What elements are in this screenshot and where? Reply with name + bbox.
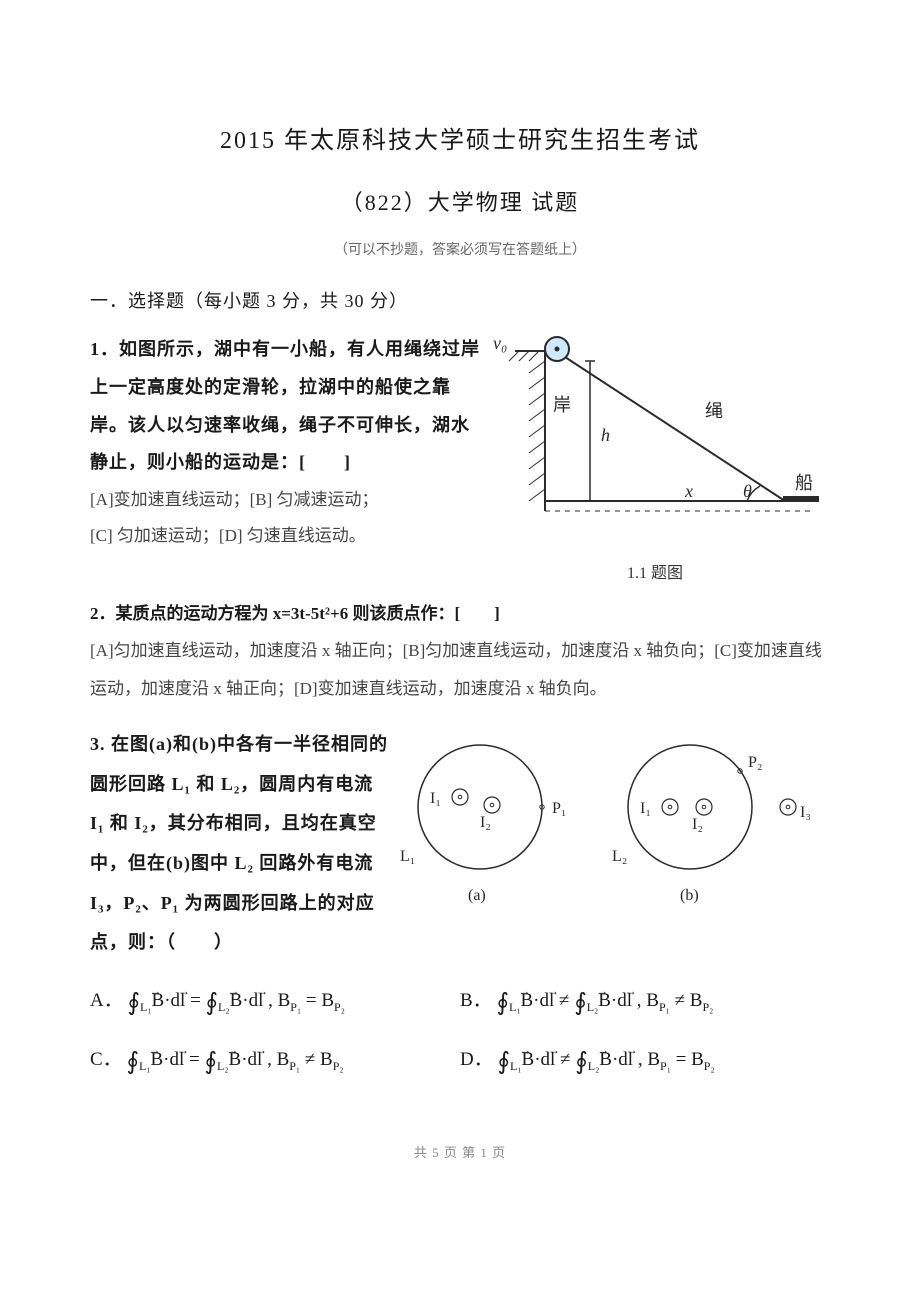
question-1-row: 1．如图所示，湖中有一小船，有人用绳绕过岸上一定高度处的定滑轮，拉湖中的船使之靠… — [90, 331, 830, 583]
an-label: 岸 — [553, 395, 571, 415]
q3-stem: 3. 在图(a)和(b)中各有一半径相同的圆形回路 L₁ 和 L₂，圆周内有电流… — [90, 725, 390, 963]
question-1-figure: v₀ 岸 h 绳 x θ 船 1.1 题图 — [480, 331, 830, 583]
optD-lead: D． — [460, 1049, 493, 1070]
loop-diagram-icon: I₁ I₂ P₁ L₁ (a) I₁ I₂ I₃ P₂ — [390, 725, 830, 915]
b-L2: L₂ — [612, 848, 627, 865]
q3-opt-c: C． ∮L₁B·dl = ∮L₂B·dl , BP₁ ≠ BP₂ — [90, 1034, 460, 1092]
q2-stem: 2．某质点的运动方程为 x=3t-5t²+6 则该质点作：[ ] — [90, 604, 500, 623]
optA-lead: A． — [90, 990, 123, 1011]
question-3-text: 3. 在图(a)和(b)中各有一半径相同的圆形回路 L₁ 和 L₂，圆周内有电流… — [90, 725, 390, 963]
optB-lead: B． — [460, 990, 492, 1011]
b-I2: I₂ — [692, 816, 703, 833]
q3-opt-a: A． ∮L₁B·dl = ∮L₂B·dl , BP₁ = BP₂ — [90, 975, 460, 1033]
q3-opt-b: B． ∮L₁B·dl ≠ ∮L₂B·dl , BP₁ ≠ BP₂ — [460, 975, 830, 1033]
b-cap: (b) — [680, 887, 699, 904]
question-3-figure: I₁ I₂ P₁ L₁ (a) I₁ I₂ I₃ P₂ — [390, 725, 830, 915]
q3-options: A． ∮L₁B·dl = ∮L₂B·dl , BP₁ = BP₂ B． ∮L₁B… — [90, 975, 830, 1092]
a-L1: L₁ — [400, 848, 415, 865]
q3-opt-d: D． ∮L₁B·dl ≠ ∮L₂B·dl , BP₁ = BP₂ — [460, 1034, 830, 1092]
a-I1: I₁ — [430, 790, 441, 807]
q1-opts-2: [C] 匀加速运动；[D] 匀速直线运动。 — [90, 518, 480, 554]
title-sub: （822）大学物理 试题 — [90, 185, 830, 217]
pulley-diagram-icon: v₀ 岸 h 绳 x θ 船 — [485, 331, 825, 541]
boat-label: 船 — [795, 473, 813, 493]
question-3-row: 3. 在图(a)和(b)中各有一半径相同的圆形回路 L₁ 和 L₂，圆周内有电流… — [90, 725, 830, 963]
section-1-header: 一．选择题（每小题 3 分，共 30 分） — [90, 287, 830, 313]
exam-page: 2015 年太原科技大学硕士研究生招生考试 （822）大学物理 试题 （可以不抄… — [0, 0, 920, 1221]
a-P1: P₁ — [552, 800, 566, 817]
question-1-text: 1．如图所示，湖中有一小船，有人用绳绕过岸上一定高度处的定滑轮，拉湖中的船使之靠… — [90, 331, 480, 554]
h-label: h — [601, 425, 610, 445]
q2-opts: [A]匀加速直线运动，加速度沿 x 轴正向；[B]匀加速直线运动，加速度沿 x … — [90, 641, 822, 697]
a-cap: (a) — [468, 887, 486, 904]
q1-stem: 1．如图所示，湖中有一小船，有人用绳绕过岸上一定高度处的定滑轮，拉湖中的船使之靠… — [90, 331, 480, 482]
paper-note: （可以不抄题，答案必须写在答题纸上） — [90, 239, 830, 259]
optC-lead: C． — [90, 1049, 122, 1070]
rope-label: 绳 — [705, 401, 723, 421]
v0-label: v₀ — [493, 333, 507, 353]
b-I3: I₃ — [800, 804, 811, 821]
b-P2: P₂ — [748, 754, 762, 771]
q1-opts-1: [A]变加速直线运动；[B] 匀减速运动； — [90, 482, 480, 518]
q1-fig-caption: 1.1 题图 — [627, 559, 683, 583]
title-main: 2015 年太原科技大学硕士研究生招生考试 — [90, 120, 830, 155]
a-I2: I₂ — [480, 814, 491, 831]
x-label: x — [684, 481, 693, 501]
question-2: 2．某质点的运动方程为 x=3t-5t²+6 则该质点作：[ ] [A]匀加速直… — [90, 595, 830, 707]
theta-label: θ — [743, 481, 752, 501]
b-I1: I₁ — [640, 800, 651, 817]
page-number: 共 5 页 第 1 页 — [90, 1142, 830, 1161]
